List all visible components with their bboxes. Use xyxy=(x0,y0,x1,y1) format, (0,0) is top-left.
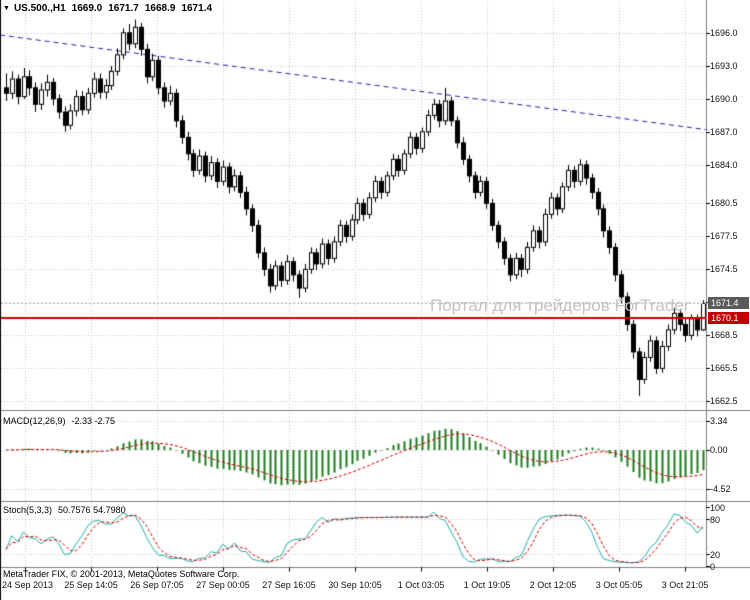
red-line-price-badge: 1670.1 xyxy=(708,312,749,324)
stoch-values: 50.7576 54.7980 xyxy=(58,505,126,515)
macd-name: MACD(12,26,9) xyxy=(3,416,66,426)
ohlc-high-value: 1671.7 xyxy=(108,3,139,14)
macd-indicator-label: MACD(12,26,9) -2.33 -2.75 xyxy=(3,416,115,426)
symbol-period-label: US.500.,H1 xyxy=(13,3,66,14)
ohlc-open-value: 1669.0 xyxy=(71,3,103,14)
ohlc-low-value: 1668.9 xyxy=(144,3,176,14)
macd-values: -2.33 -2.75 xyxy=(71,416,116,426)
chart-header: ▼ US.500.,H1 1669.0 1671.7 1668.9 1671.4 xyxy=(3,3,212,14)
stoch-name: Stoch(5,3,3) xyxy=(3,505,53,515)
symbol-marker-icon: ▼ xyxy=(3,5,10,12)
bid-price-badge: 1671.4 xyxy=(708,297,749,309)
ohlc-close-value: 1671.4 xyxy=(181,3,213,14)
copyright-text: MetaTrader FIX, © 2001-2013, MetaQuotes … xyxy=(3,569,240,579)
stoch-indicator-label: Stoch(5,3,3) 50.7576 54.7980 xyxy=(3,505,126,515)
